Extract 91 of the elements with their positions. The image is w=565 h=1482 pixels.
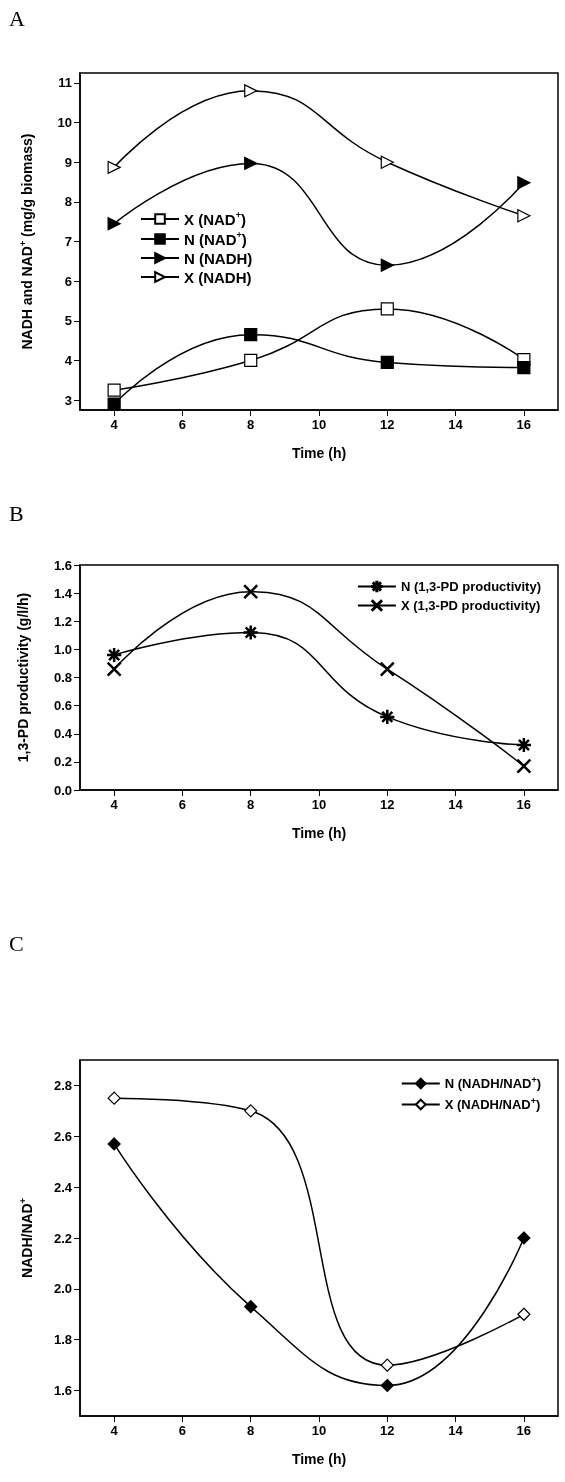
x-tick-label: 6 bbox=[178, 417, 187, 432]
x-tick-label: 12 bbox=[380, 417, 395, 432]
x-tick-label: 14 bbox=[448, 797, 464, 812]
point bbox=[243, 625, 258, 640]
y-tick-label: 11 bbox=[58, 75, 72, 91]
x-tick-label: 4 bbox=[110, 417, 119, 432]
point bbox=[380, 258, 394, 272]
point bbox=[107, 661, 122, 677]
chart-title: A bbox=[9, 5, 25, 31]
x-tick-label: 4 bbox=[110, 1423, 119, 1438]
x-tick-label: 4 bbox=[110, 797, 119, 812]
legend-label: N (NADH/NAD+) bbox=[444, 1074, 542, 1091]
point bbox=[380, 302, 394, 316]
x-tick-label: 10 bbox=[311, 417, 327, 432]
chart-title: C bbox=[9, 930, 24, 956]
point bbox=[380, 1358, 394, 1372]
y-tick-label: 2.2 bbox=[53, 1230, 72, 1246]
point bbox=[107, 1137, 121, 1151]
legend-label: X (NAD+) bbox=[184, 210, 246, 228]
x-axis-title: Time (h) bbox=[291, 445, 347, 461]
point bbox=[517, 1307, 531, 1321]
x-tick-label: 16 bbox=[516, 1423, 532, 1438]
x-tick-label: 14 bbox=[448, 1423, 464, 1438]
point bbox=[517, 360, 531, 375]
legend-label: N (1,3-PD productivity) bbox=[400, 579, 541, 594]
y-tick-label: 7 bbox=[64, 234, 72, 249]
y-tick-label: 6 bbox=[64, 273, 72, 289]
point bbox=[380, 155, 394, 169]
x-tick-label: 16 bbox=[516, 797, 532, 812]
y-axis-title: 1,3-PD productivity (g/l/h) bbox=[15, 592, 31, 763]
legend-label: X (NADH) bbox=[184, 268, 252, 286]
point bbox=[244, 84, 258, 98]
y-tick-label: 1.0 bbox=[53, 641, 72, 657]
point bbox=[107, 1091, 121, 1105]
legend-label: X (1,3-PD productivity) bbox=[400, 598, 541, 613]
y-tick-label: 1.4 bbox=[53, 585, 73, 601]
x-tick-label: 16 bbox=[516, 417, 532, 432]
y-tick-label: 4 bbox=[64, 352, 73, 368]
point bbox=[107, 383, 121, 397]
y-axis-title: NADH and NAD+ (mg/g biomass) bbox=[17, 133, 35, 350]
legend-label: X (NADH/NAD+) bbox=[444, 1095, 541, 1112]
point bbox=[244, 1104, 258, 1118]
point bbox=[380, 355, 394, 370]
x-tick-label: 6 bbox=[178, 1423, 187, 1438]
chart-title: B bbox=[9, 500, 24, 526]
point bbox=[244, 328, 258, 342]
point bbox=[107, 217, 121, 231]
point bbox=[107, 397, 121, 411]
x-axis-title: Time (h) bbox=[291, 825, 347, 841]
y-tick-label: 2.6 bbox=[53, 1128, 72, 1144]
point bbox=[380, 1378, 394, 1393]
y-tick-label: 1.6 bbox=[53, 557, 72, 573]
y-tick-label: 10 bbox=[57, 115, 72, 131]
y-tick-label: 0.0 bbox=[53, 782, 72, 798]
point bbox=[244, 1300, 258, 1314]
y-tick-label: 0.4 bbox=[53, 726, 73, 742]
y-tick-label: 0.8 bbox=[53, 670, 72, 685]
y-tick-label: 1.8 bbox=[53, 1332, 72, 1348]
x-tick-label: 8 bbox=[247, 797, 255, 812]
x-tick-label: 14 bbox=[448, 417, 464, 432]
y-tick-label: 1.6 bbox=[53, 1383, 72, 1399]
point bbox=[107, 160, 121, 174]
y-tick-label: 0.2 bbox=[53, 754, 72, 770]
point bbox=[244, 353, 258, 368]
y-tick-label: 2.0 bbox=[53, 1281, 72, 1297]
x-tick-label: 8 bbox=[247, 1423, 255, 1438]
x-tick-label: 8 bbox=[247, 417, 255, 432]
y-tick-label: 1.2 bbox=[53, 613, 72, 629]
y-tick-label: 3 bbox=[64, 392, 72, 408]
point bbox=[517, 176, 531, 190]
point bbox=[380, 661, 395, 677]
y-tick-label: 8 bbox=[64, 194, 72, 210]
y-tick-label: 0.6 bbox=[53, 698, 72, 714]
legend-label: N (NADH) bbox=[184, 249, 253, 267]
x-axis-title: Time (h) bbox=[291, 1451, 347, 1467]
point bbox=[517, 209, 531, 223]
point bbox=[244, 156, 258, 170]
legend-label: N (NAD+) bbox=[184, 230, 247, 248]
y-tick-label: 9 bbox=[64, 154, 72, 170]
y-tick-label: 5 bbox=[64, 313, 72, 329]
point bbox=[517, 1231, 531, 1245]
x-tick-label: 12 bbox=[380, 797, 395, 812]
x-tick-label: 10 bbox=[311, 1423, 327, 1438]
x-tick-label: 10 bbox=[311, 797, 327, 812]
y-tick-label: 2.4 bbox=[53, 1179, 73, 1195]
x-tick-label: 6 bbox=[178, 797, 187, 812]
x-tick-label: 12 bbox=[380, 1423, 395, 1438]
point bbox=[243, 584, 258, 599]
y-tick-label: 2.8 bbox=[53, 1077, 72, 1093]
y-axis-title: NADH/NAD+ bbox=[17, 1198, 35, 1278]
point bbox=[516, 758, 531, 774]
